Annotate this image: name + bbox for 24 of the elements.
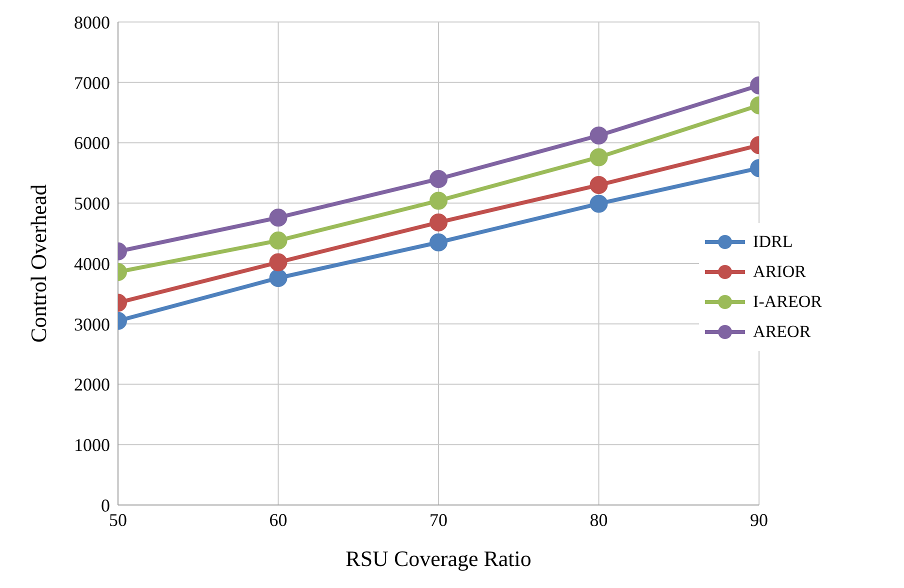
legend-label: ARIOR <box>753 262 806 282</box>
y-tick-label: 2000 <box>74 374 110 395</box>
y-tick-label: 6000 <box>74 133 110 154</box>
x-tick-label: 50 <box>109 510 127 530</box>
y-tick-label: 0 <box>101 495 110 516</box>
legend-label: I-AREOR <box>753 292 822 312</box>
point <box>430 233 448 252</box>
x-tick-label: 80 <box>590 510 608 530</box>
y-tick-label: 3000 <box>74 314 110 334</box>
x-axis-title: RSU Coverage Ratio <box>346 546 532 571</box>
y-axis-title: Control Overhead <box>26 184 51 343</box>
x-tick-label: 90 <box>750 510 768 530</box>
x-tick-label: 70 <box>430 510 448 530</box>
legend-label: AREOR <box>753 322 811 342</box>
point <box>430 192 448 210</box>
point <box>430 170 448 188</box>
point <box>430 213 448 232</box>
y-tick-label: 8000 <box>74 12 110 32</box>
legend-label: IDRL <box>753 232 793 252</box>
y-tick-label: 4000 <box>74 254 110 274</box>
y-tick-label: 1000 <box>74 435 110 456</box>
x-tick-label: 60 <box>269 510 288 530</box>
y-tick-label: 7000 <box>74 72 110 93</box>
y-tick-label: 5000 <box>74 194 110 214</box>
